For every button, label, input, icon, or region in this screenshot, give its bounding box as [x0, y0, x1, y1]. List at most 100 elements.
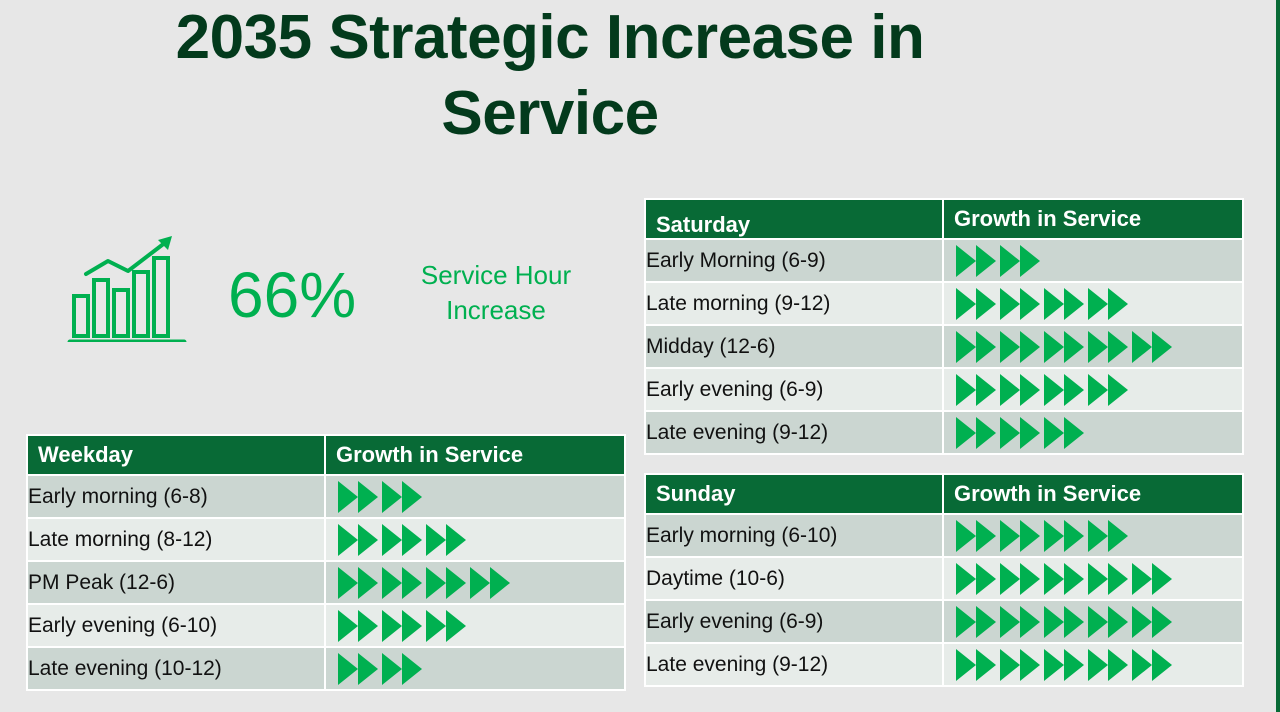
- fast-forward-icon: [956, 605, 996, 638]
- fast-forward-icon: [1088, 373, 1128, 406]
- fast-forward-icon: [426, 566, 466, 599]
- fast-forward-icon: [1088, 562, 1128, 595]
- fast-forward-icon: [1000, 648, 1040, 681]
- growth-arrows: [326, 523, 624, 556]
- growth-indicator-cell: [326, 519, 624, 560]
- fast-forward-icon: [1000, 330, 1040, 363]
- growth-chart-icon: [67, 236, 187, 342]
- growth-arrows: [944, 519, 1242, 552]
- fast-forward-icon: [1088, 287, 1128, 320]
- time-period-label: Early evening (6-10): [28, 605, 324, 646]
- fast-forward-icon: [1044, 519, 1084, 552]
- right-edge-accent-bar: [1276, 0, 1280, 712]
- growth-indicator-cell: [944, 644, 1242, 685]
- fast-forward-icon: [338, 609, 378, 642]
- growth-indicator-cell: [326, 648, 624, 689]
- fast-forward-icon: [1132, 330, 1172, 363]
- growth-indicator-cell: [326, 562, 624, 603]
- fast-forward-icon: [956, 416, 996, 449]
- fast-forward-icon: [956, 562, 996, 595]
- growth-indicator-cell: [944, 558, 1242, 599]
- saturday-table: Saturday Growth in Service Early Morning…: [644, 198, 1244, 455]
- time-period-label: Late evening (10-12): [28, 648, 324, 689]
- growth-indicator-cell: [944, 326, 1242, 367]
- fast-forward-icon: [1000, 373, 1040, 406]
- fast-forward-icon: [382, 566, 422, 599]
- fast-forward-icon: [1132, 648, 1172, 681]
- fast-forward-icon: [956, 287, 996, 320]
- growth-arrows: [944, 244, 1242, 277]
- fast-forward-icon: [426, 609, 466, 642]
- time-period-label: Late evening (9-12): [646, 412, 942, 453]
- growth-arrows: [326, 652, 624, 685]
- fast-forward-icon: [1000, 605, 1040, 638]
- fast-forward-icon: [956, 330, 996, 363]
- table-row: Early morning (6-10): [646, 515, 1242, 556]
- growth-header: Growth in Service: [944, 475, 1242, 513]
- page-title: 2035 Strategic Increase in Service: [175, 3, 925, 148]
- growth-header: Growth in Service: [944, 200, 1242, 238]
- fast-forward-icon: [470, 566, 510, 599]
- fast-forward-icon: [1044, 648, 1084, 681]
- table-row: Daytime (10-6): [646, 558, 1242, 599]
- table-row: Late morning (8-12): [28, 519, 624, 560]
- growth-indicator-cell: [944, 369, 1242, 410]
- time-period-label: Early morning (6-10): [646, 515, 942, 556]
- growth-indicator-cell: [326, 605, 624, 646]
- fast-forward-icon: [338, 566, 378, 599]
- table-row: Late evening (9-12): [646, 412, 1242, 453]
- fast-forward-icon: [1000, 519, 1040, 552]
- growth-arrows: [944, 330, 1242, 363]
- fast-forward-icon: [1044, 287, 1084, 320]
- weekday-table: Weekday Growth in Service Early morning …: [26, 434, 626, 691]
- fast-forward-icon: [1044, 330, 1084, 363]
- fast-forward-icon: [338, 523, 378, 556]
- table-row: Early evening (6-10): [28, 605, 624, 646]
- growth-arrows: [944, 648, 1242, 681]
- fast-forward-icon: [1044, 605, 1084, 638]
- fast-forward-icon: [1000, 416, 1040, 449]
- table-row: Late evening (9-12): [646, 644, 1242, 685]
- growth-indicator-cell: [944, 601, 1242, 642]
- table-row: Midday (12-6): [646, 326, 1242, 367]
- growth-indicator-cell: [944, 283, 1242, 324]
- fast-forward-icon: [1088, 519, 1128, 552]
- table-row: PM Peak (12-6): [28, 562, 624, 603]
- fast-forward-icon: [956, 244, 996, 277]
- fast-forward-icon: [1000, 562, 1040, 595]
- growth-arrows: [944, 416, 1242, 449]
- time-period-label: Daytime (10-6): [646, 558, 942, 599]
- fast-forward-icon: [426, 523, 466, 556]
- table-row: Early morning (6-8): [28, 476, 624, 517]
- growth-indicator-cell: [944, 515, 1242, 556]
- fast-forward-icon: [382, 652, 422, 685]
- time-period-label: PM Peak (12-6): [28, 562, 324, 603]
- fast-forward-icon: [1088, 648, 1128, 681]
- fast-forward-icon: [382, 609, 422, 642]
- time-period-label: Late morning (9-12): [646, 283, 942, 324]
- fast-forward-icon: [1044, 416, 1084, 449]
- growth-arrows: [944, 562, 1242, 595]
- fast-forward-icon: [1088, 330, 1128, 363]
- growth-header: Growth in Service: [326, 436, 624, 474]
- fast-forward-icon: [1000, 287, 1040, 320]
- growth-arrows: [326, 609, 624, 642]
- fast-forward-icon: [1132, 562, 1172, 595]
- time-period-label: Late evening (9-12): [646, 644, 942, 685]
- fast-forward-icon: [1000, 244, 1040, 277]
- fast-forward-icon: [956, 648, 996, 681]
- fast-forward-icon: [1044, 373, 1084, 406]
- time-period-label: Midday (12-6): [646, 326, 942, 367]
- table-row: Late morning (9-12): [646, 283, 1242, 324]
- growth-arrows: [944, 373, 1242, 406]
- day-header: Weekday: [28, 436, 324, 474]
- time-period-label: Early morning (6-8): [28, 476, 324, 517]
- day-header: Sunday: [646, 475, 942, 513]
- growth-indicator-cell: [944, 240, 1242, 281]
- fast-forward-icon: [1088, 605, 1128, 638]
- growth-arrows: [326, 566, 624, 599]
- time-period-label: Late morning (8-12): [28, 519, 324, 560]
- time-period-label: Early evening (6-9): [646, 601, 942, 642]
- growth-arrows: [326, 480, 624, 513]
- fast-forward-icon: [1044, 562, 1084, 595]
